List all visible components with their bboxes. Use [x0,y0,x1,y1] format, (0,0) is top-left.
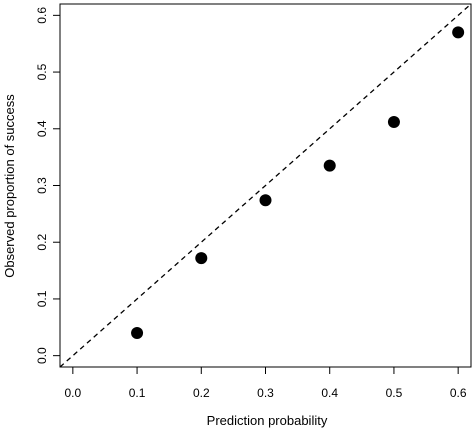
points-layer [131,26,465,339]
x-tick-label: 0.5 [386,386,403,400]
data-point [131,326,144,339]
x-tick-label: 0.6 [450,386,467,400]
y-tick-label: 0.0 [35,347,49,364]
x-tick-label: 0.4 [321,386,338,400]
data-point [387,115,400,128]
x-tick-label: 0.1 [129,386,146,400]
y-tick-label: 0.3 [35,177,49,194]
y-tick-label: 0.5 [35,63,49,80]
y-axis-title: Observed proportion of success [2,94,17,278]
y-tick-label: 0.4 [35,120,49,137]
data-point [259,194,272,207]
y-tick-label: 0.1 [35,290,49,307]
x-tick-label: 0.3 [257,386,274,400]
y-axis: 0.0 0.1 0.2 0.3 0.4 0.5 0.6 [35,7,60,364]
x-axis: 0.0 0.1 0.2 0.3 0.4 0.5 0.6 [65,367,467,400]
reference-line-layer [59,3,472,368]
x-tick-label: 0.0 [65,386,82,400]
data-point [195,252,208,265]
y-tick-label: 0.6 [35,7,49,24]
reference-line [59,3,472,368]
data-point [323,159,336,172]
y-tick-label: 0.2 [35,234,49,251]
x-tick-label: 0.2 [193,386,210,400]
x-axis-title: Prediction probability [207,413,328,428]
data-point [452,26,465,39]
